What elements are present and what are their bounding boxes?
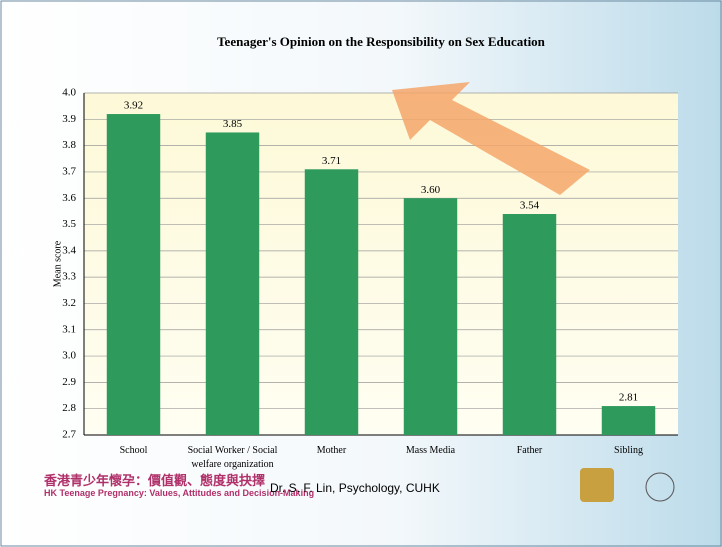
y-tick-label: 3.5 [62,218,76,230]
y-tick-label: 3.4 [62,244,76,256]
y-tick-label: 2.7 [62,429,76,441]
x-tick-label: Sibling [614,445,643,456]
bar [304,169,359,436]
bar [205,132,260,435]
x-tick-label: Father [516,445,543,456]
cuhk-logo [580,468,614,502]
bar [106,114,161,436]
y-tick-label: 3.8 [62,139,76,151]
x-tick-label: Mother [316,445,347,456]
footer-chinese: 香港青少年懷孕：價值觀、態度與抉擇 [44,473,266,488]
partner-logo [645,472,675,502]
bar [403,198,458,435]
y-tick-label: 3.9 [62,113,76,125]
value-label: 3.60 [421,184,441,196]
arrow-decoration [392,82,590,195]
value-label: 3.92 [124,100,143,112]
y-tick-label: 3.3 [62,271,76,283]
value-label: 3.71 [322,155,341,167]
value-label: 3.54 [520,200,540,212]
x-tick-label: School [119,445,148,456]
y-axis-label: Mean score [52,240,63,287]
bar [502,214,557,435]
footer-credit: Dr. S. F. Lin, Psychology, CUHK [270,481,440,495]
bar [601,406,656,435]
footer-english: HK Teenage Pregnancy: Values, Attitudes … [44,488,315,498]
x-tick-label: Social Worker / Social welfare organizat… [187,445,278,470]
x-tick-label: Mass Media [405,445,456,456]
y-tick-label: 3.6 [62,192,76,204]
y-tick-label: 4.0 [62,87,76,99]
y-tick-label: 3.2 [62,297,76,309]
y-tick-label: 2.8 [62,402,76,414]
y-tick-label: 2.9 [62,376,76,388]
y-tick-label: 3.7 [62,165,76,177]
y-tick-label: 3.1 [62,323,76,335]
plot-area [84,93,678,435]
chart-title: Teenager's Opinion on the Responsibility… [217,34,546,49]
y-tick-label: 3.0 [62,350,76,362]
value-label: 2.81 [619,392,638,404]
value-label: 3.85 [223,118,243,130]
